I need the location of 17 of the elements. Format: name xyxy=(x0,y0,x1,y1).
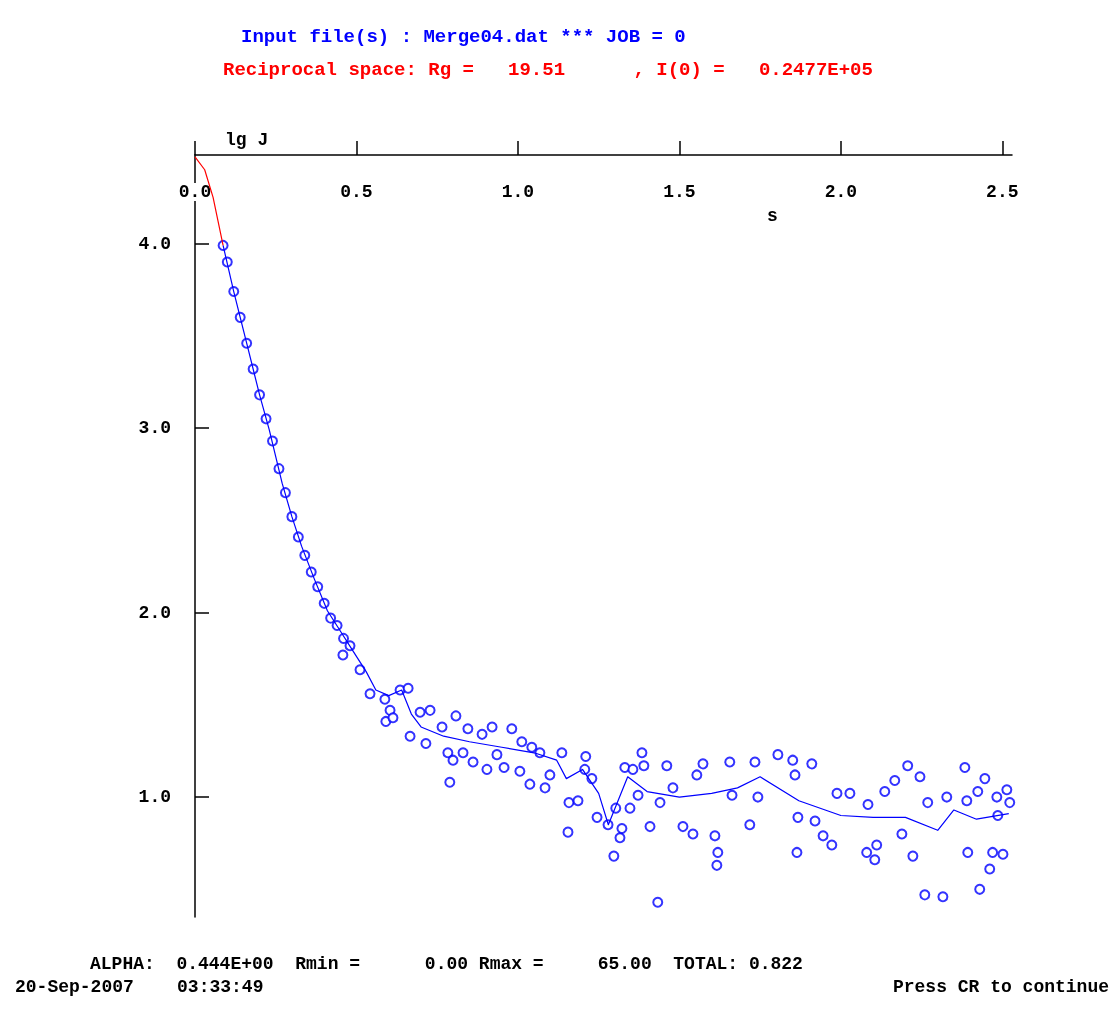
x-axis-title: s xyxy=(766,206,778,226)
y-tick-label: 4.0 xyxy=(138,233,171,254)
x-tick-label: 1.0 xyxy=(501,182,535,202)
x-tick-label: 2.0 xyxy=(824,182,858,202)
text: ALPHA: 0.444E+00 Rmin = 0.00 Rmax = 65.00 TOTAL: 0.822 xyxy=(90,954,803,974)
y-axis-title: lg J xyxy=(225,130,269,150)
x-tick-label: 1.5 xyxy=(663,182,696,202)
y-tick-label: 1.0 xyxy=(138,787,171,808)
text: Press CR to continue xyxy=(892,977,1110,997)
y-tick-label: 3.0 xyxy=(138,418,171,439)
x-tick-label: 0.5 xyxy=(340,182,373,202)
y-tick-label: 2.0 xyxy=(138,602,171,623)
x-tick-label: 2.5 xyxy=(986,182,1019,202)
text: 20-Sep-2007 03:33:49 xyxy=(15,977,264,997)
chart-title: Input file(s) : Merge04.dat *** JOB = 0 xyxy=(241,25,686,48)
chart-subtitle: Reciprocal space: Rg = 19.51 , I(0) = 0.2477E+05 xyxy=(223,58,873,81)
x-tick-label: 0.0 xyxy=(178,182,212,202)
